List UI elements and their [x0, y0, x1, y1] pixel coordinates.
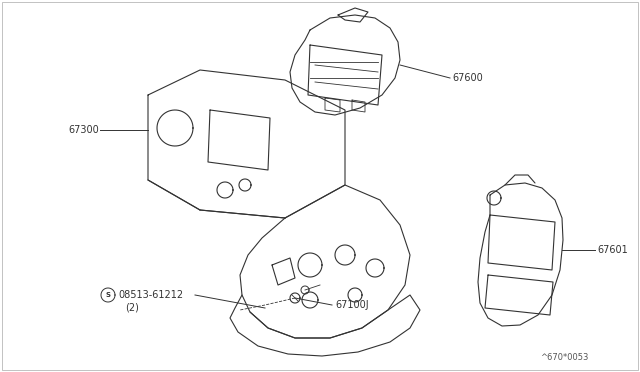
Text: (2): (2) [125, 303, 139, 313]
Text: ^670*0053: ^670*0053 [540, 353, 588, 362]
Text: 67600: 67600 [452, 73, 483, 83]
Text: S: S [106, 292, 111, 298]
Text: 67601: 67601 [597, 245, 628, 255]
Text: 67300: 67300 [68, 125, 99, 135]
Text: 67100J: 67100J [335, 300, 369, 310]
Text: 08513-61212: 08513-61212 [118, 290, 183, 300]
